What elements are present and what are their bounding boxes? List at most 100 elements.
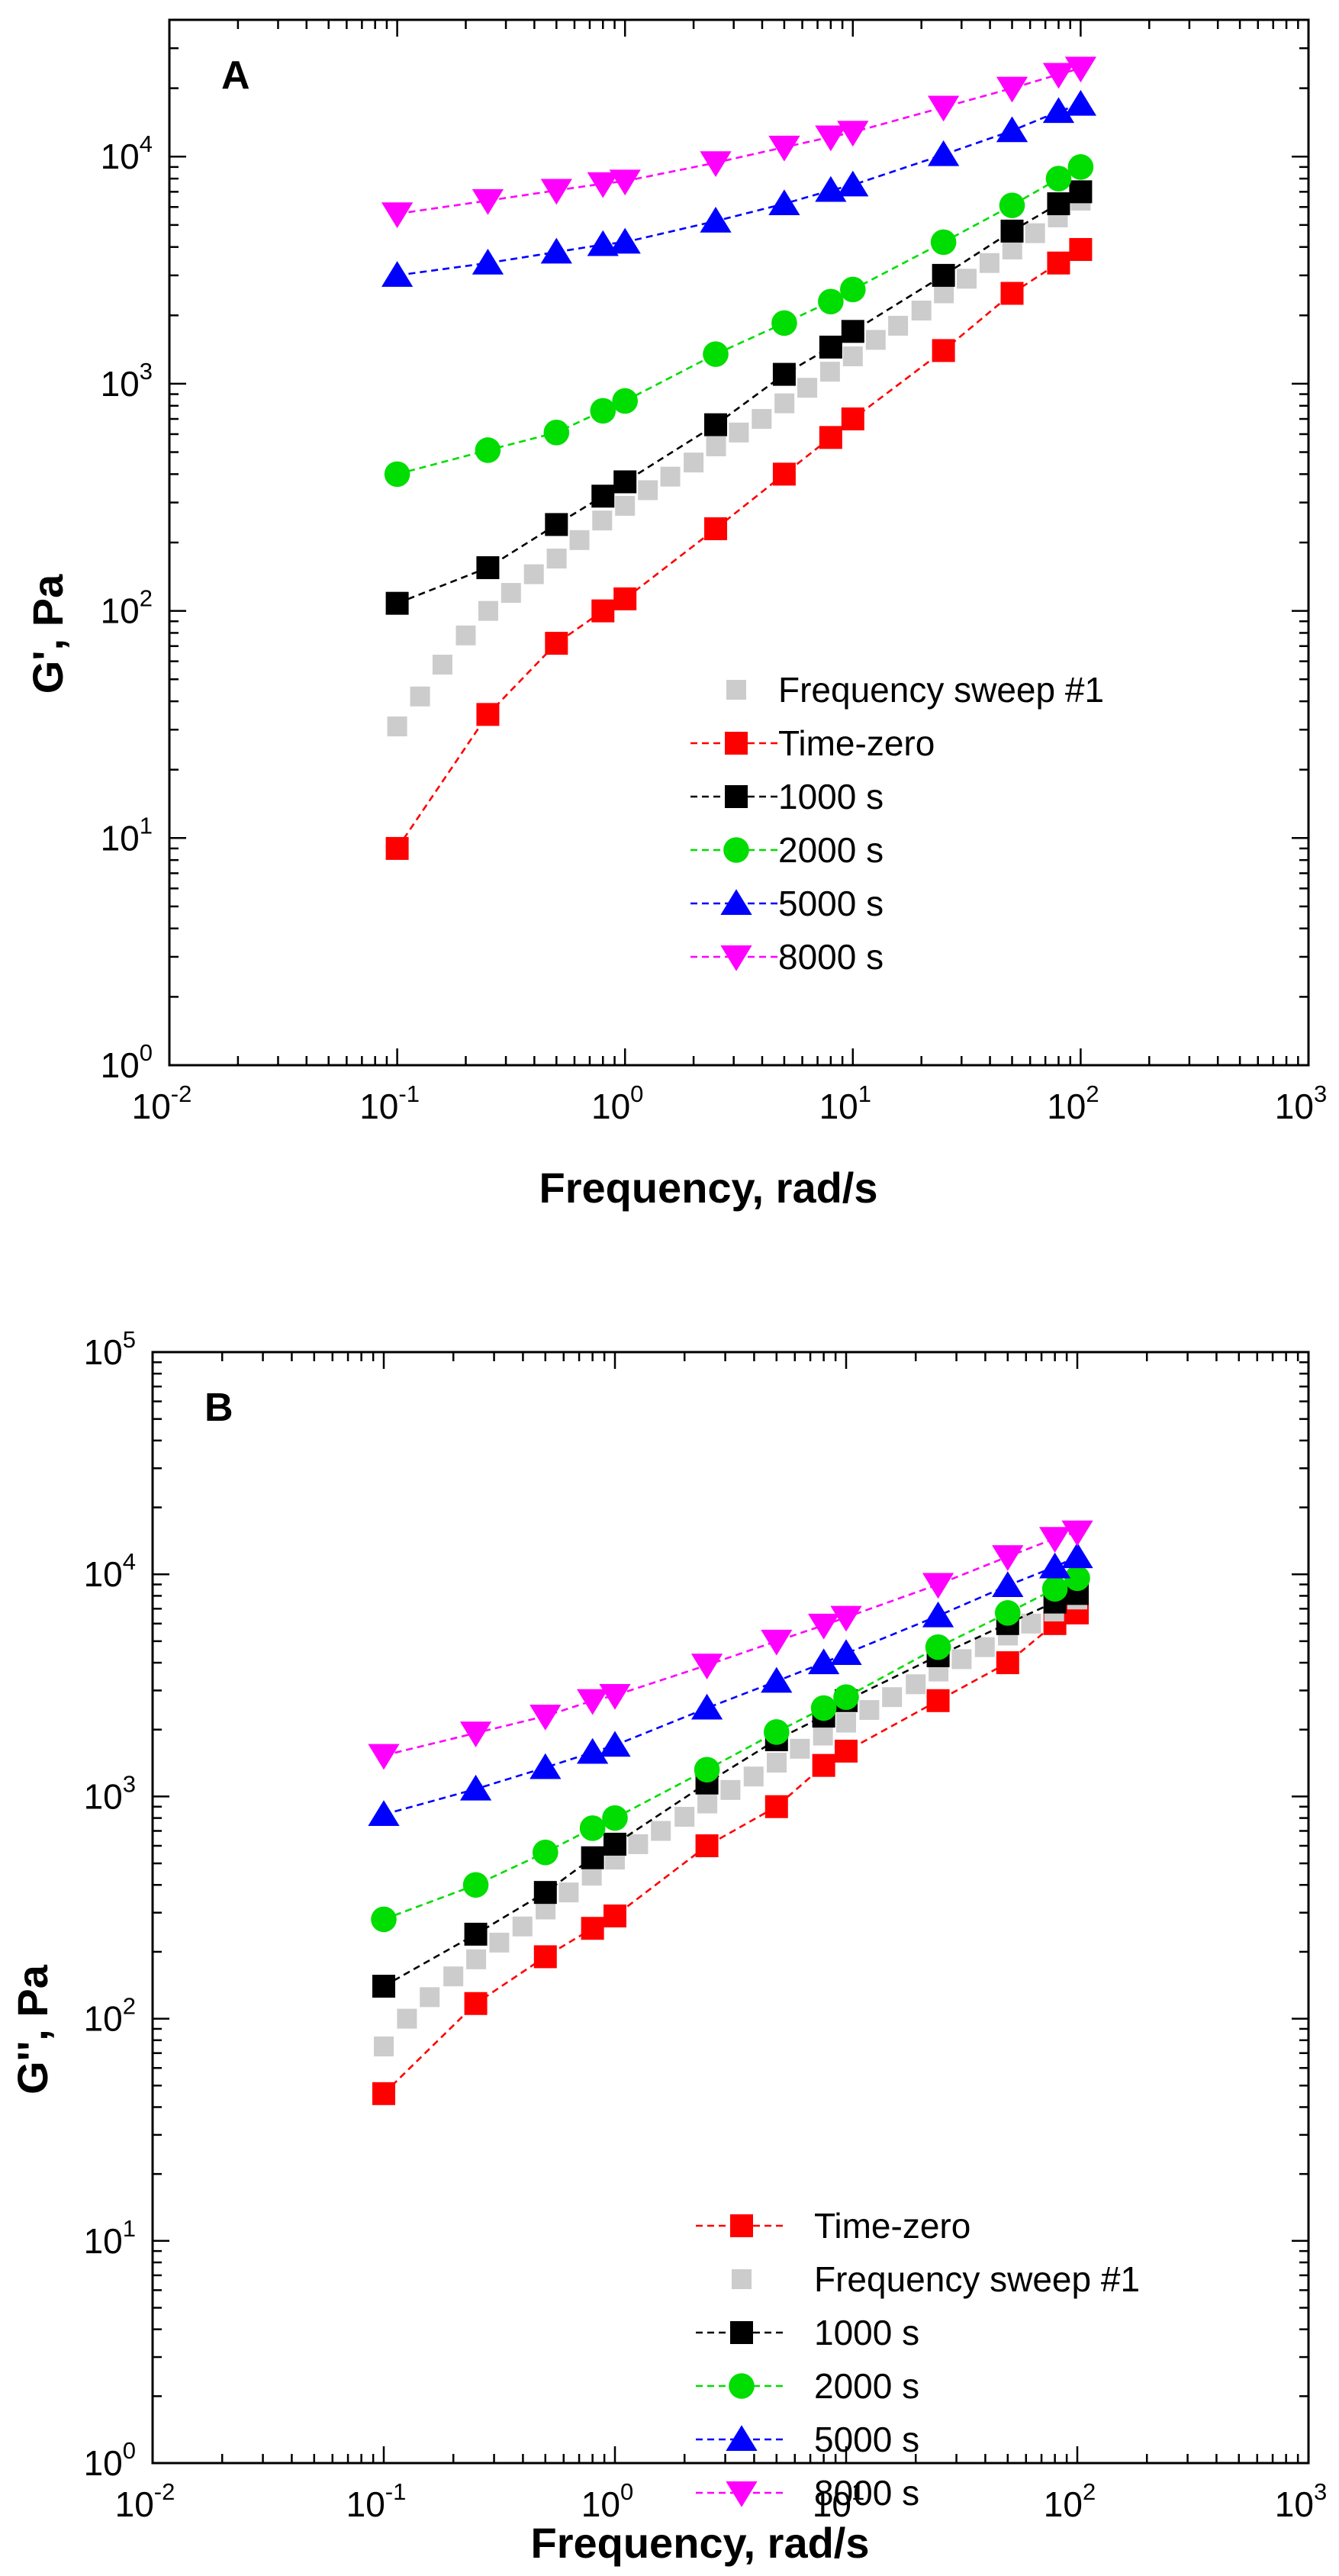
- data-point: [772, 362, 796, 386]
- data-point: [372, 2082, 395, 2105]
- panel-b: 10-2 10-1 100 101 102 103100101102103104105Fr…: [8, 1326, 1327, 2567]
- data-point: [743, 1766, 764, 1787]
- series-1000-s: [385, 180, 1093, 615]
- data-point: [704, 517, 728, 540]
- data-point: [545, 632, 568, 655]
- series-line: [383, 1612, 1078, 2095]
- data-point: [979, 253, 999, 273]
- series-5000-s: [381, 89, 1097, 287]
- data-point: [951, 1649, 972, 1670]
- data-point: [999, 192, 1025, 218]
- data-point: [772, 462, 796, 486]
- x-tick-label: 102: [1044, 2478, 1096, 2524]
- x-tick-label: 10-2: [115, 2478, 175, 2524]
- legend-item: Time-zero: [690, 723, 935, 763]
- data-point: [579, 1815, 606, 1841]
- data-point: [700, 151, 732, 177]
- data-point: [1041, 1576, 1068, 1602]
- x-tick-label: 100: [591, 1080, 643, 1126]
- data-point: [768, 135, 800, 162]
- data-point: [558, 1882, 579, 1903]
- data-point: [602, 1805, 628, 1831]
- legend-item: 2000 s: [696, 2366, 919, 2406]
- data-point: [612, 388, 638, 414]
- data-point: [374, 2036, 394, 2056]
- legend-marker: [720, 945, 752, 971]
- panel-a: 10-2 10-1 100 101 102 103 100 101 102 103 104 Frequ…: [24, 18, 1327, 1212]
- data-point: [994, 1600, 1021, 1626]
- data-point: [472, 248, 504, 275]
- data-point: [581, 1917, 604, 1940]
- data-point: [1000, 282, 1024, 305]
- data-point: [478, 601, 498, 621]
- data-point: [974, 1637, 995, 1657]
- legend-label: Time-zero: [814, 2206, 970, 2246]
- legend-item: 8000 s: [696, 2473, 919, 2513]
- data-point: [591, 599, 615, 623]
- x-tick-label: 103: [1275, 2478, 1327, 2524]
- data-point: [381, 202, 414, 228]
- data-point: [475, 437, 501, 463]
- data-point: [464, 1992, 488, 2015]
- y-tick-label: 104: [84, 1548, 136, 1594]
- data-point: [1064, 1565, 1090, 1592]
- legend-label: 1000 s: [778, 777, 884, 816]
- data-point: [690, 1653, 723, 1680]
- data-point: [569, 530, 590, 550]
- legend-marker: [720, 889, 752, 915]
- data-point: [684, 452, 704, 473]
- data-point: [768, 189, 800, 216]
- data-point: [882, 1687, 903, 1708]
- data-point: [540, 179, 572, 205]
- legend-marker: [729, 2373, 755, 2399]
- data-point: [385, 836, 409, 860]
- data-point: [581, 1846, 604, 1869]
- legend-label: 2000 s: [778, 830, 884, 870]
- data-point: [720, 1779, 741, 1800]
- data-point: [761, 1666, 793, 1693]
- data-point: [674, 1807, 695, 1827]
- data-point: [763, 1719, 790, 1745]
- data-point: [996, 1651, 1019, 1675]
- data-point: [932, 339, 955, 362]
- y-tick-label: 100: [101, 1039, 153, 1085]
- data-point: [476, 555, 500, 579]
- data-point: [613, 470, 637, 494]
- series-line: [396, 248, 1082, 849]
- legend-item: 1000 s: [690, 777, 884, 816]
- data-point: [690, 1693, 723, 1720]
- data-point: [546, 549, 567, 569]
- data-point: [476, 703, 500, 726]
- data-point: [930, 229, 957, 256]
- series-line: [383, 1555, 1078, 1816]
- data-point: [927, 140, 960, 166]
- data-point: [837, 121, 869, 147]
- data-point: [697, 1793, 718, 1814]
- data-point: [926, 1689, 950, 1712]
- data-point: [638, 480, 658, 501]
- panel-label: B: [204, 1386, 233, 1430]
- series-2000-s: [371, 1565, 1090, 1933]
- data-point: [613, 587, 637, 610]
- legend-marker: [726, 680, 746, 700]
- data-point: [888, 315, 909, 336]
- data-point: [927, 95, 960, 122]
- data-point: [577, 1737, 609, 1764]
- legend-label: 1000 s: [814, 2313, 919, 2352]
- data-point: [703, 341, 729, 367]
- data-point: [384, 461, 410, 488]
- legend-label: Frequency sweep #1: [814, 2259, 1140, 2299]
- data-point: [1064, 89, 1097, 116]
- data-point: [1025, 223, 1045, 243]
- data-point: [501, 583, 521, 604]
- x-tick-label: 101: [819, 1080, 871, 1126]
- data-point: [1067, 154, 1094, 180]
- data-point: [996, 116, 1028, 143]
- data-point: [466, 1949, 487, 1969]
- data-point: [819, 426, 842, 449]
- series-time-zero: [385, 237, 1093, 860]
- legend-label: Frequency sweep #1: [778, 670, 1104, 710]
- data-point: [1000, 219, 1024, 243]
- legend-marker: [726, 2481, 758, 2507]
- y-tick-label: 101: [84, 2215, 136, 2261]
